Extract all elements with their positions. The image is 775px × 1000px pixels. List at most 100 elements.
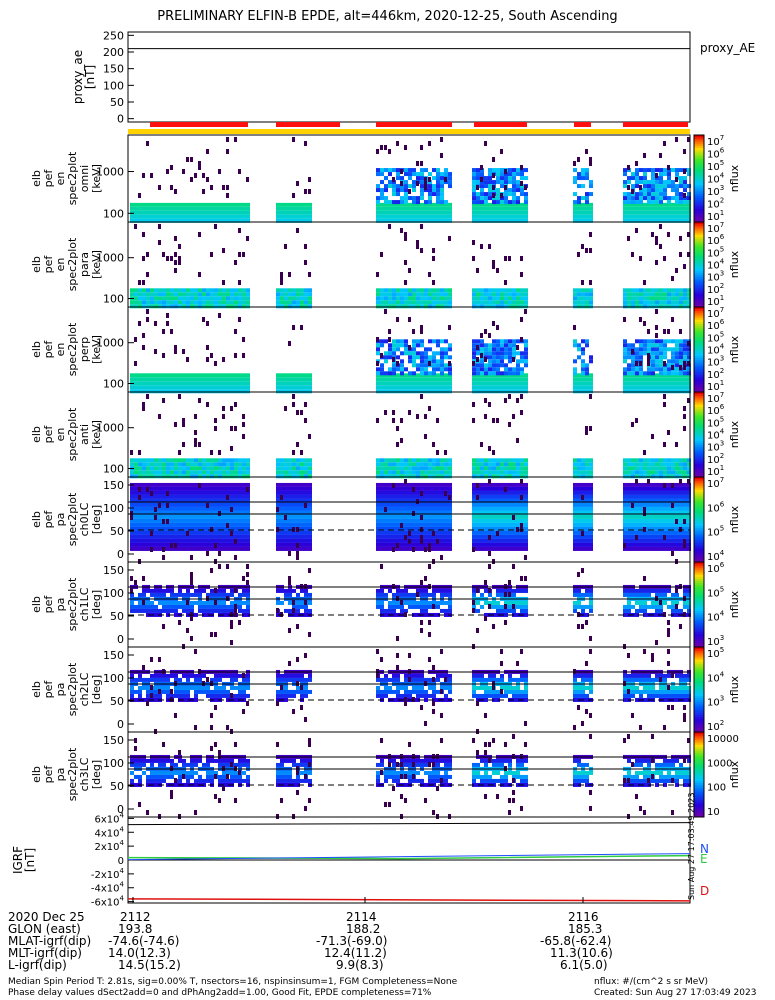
orbit-val-1-2: 185.3 bbox=[568, 922, 603, 936]
footer-created: Created: Sun Aug 27 17:03:49 2023 bbox=[594, 988, 757, 998]
panel-pa0-tick-label-2: 50 bbox=[110, 525, 124, 538]
panel-en4-ylabel: elbpefenspec2plotanti[keV] bbox=[30, 407, 103, 461]
panel-pa3-cbar-tick-3: 10 bbox=[707, 807, 720, 818]
orbit-val-0-2: 2116 bbox=[568, 910, 599, 924]
ae-tick-label-1: 200 bbox=[103, 46, 124, 59]
panel-en3-cbar-tick-1: 106 bbox=[707, 318, 725, 332]
panel-pa2 bbox=[130, 649, 691, 734]
red-bar-2 bbox=[376, 122, 452, 127]
panel-pa3-ylabel: elbpefpaspec2plotch3LC[deg] bbox=[30, 747, 103, 801]
panel-en2-tick-label-0: 1000 bbox=[96, 252, 124, 265]
orbit-label-3: MLT-igrf(dip) bbox=[8, 946, 82, 960]
panel-en2-cbar-tick-6: 101 bbox=[707, 294, 724, 308]
panel-en3-ylabel: elbpefenspec2plotperp[keV] bbox=[30, 322, 103, 376]
panel-pa2-tick-label-0: 150 bbox=[103, 649, 124, 662]
panel-en4-cbar-tick-3: 104 bbox=[707, 428, 725, 442]
orbit-label-1: GLON (east) bbox=[8, 922, 81, 936]
panel-pa3-cbar-tick-2: 100 bbox=[707, 783, 726, 794]
panel-en1-cbar-tick-6: 101 bbox=[707, 209, 724, 223]
panel-en4-cbar-tick-0: 107 bbox=[707, 391, 724, 405]
orbit-val-2-0: -74.6(-74.6) bbox=[108, 934, 180, 948]
panel-pa1-cbar-tick-0: 106 bbox=[707, 561, 725, 575]
ae-ylabel: proxy_ae[nT] bbox=[71, 50, 97, 104]
panel-en3-cbar-tick-4: 103 bbox=[707, 355, 724, 369]
panel-pa0-cbar-tick-0: 107 bbox=[707, 476, 724, 490]
orbit-val-2-1: -71.3(-69.0) bbox=[316, 934, 388, 948]
panel-pa1-tick-label-3: 0 bbox=[117, 633, 124, 646]
orbit-val-3-2: 11.3(10.6) bbox=[550, 946, 613, 960]
panel-pa3-tick-label-0: 150 bbox=[103, 734, 124, 747]
panel-en3-tick-label-0: 1000 bbox=[96, 337, 124, 350]
ae-tick-label-4: 50 bbox=[110, 96, 124, 109]
igrf-tick-label-1: 4x104 bbox=[95, 825, 125, 839]
panel-en4 bbox=[130, 394, 691, 479]
panel-pa0-colorbar bbox=[694, 477, 704, 563]
panel-en4-cbar-tick-5: 102 bbox=[707, 452, 724, 466]
ae-frame bbox=[127, 31, 691, 123]
panel-pa0-cbar-label: nflux bbox=[728, 505, 741, 533]
panel-en2-cbar-tick-3: 104 bbox=[707, 258, 725, 272]
panel-en1-tick-label-1: 100 bbox=[103, 207, 124, 220]
plot-title: PRELIMINARY ELFIN-B EPDE, alt=446km, 202… bbox=[157, 9, 618, 24]
panel-en4-tick-label-0: 1000 bbox=[96, 422, 124, 435]
panel-pa1-tick-label-1: 100 bbox=[103, 587, 124, 600]
panel-pa3-colorbar-frame bbox=[693, 731, 705, 818]
panel-en4-cbar-tick-6: 101 bbox=[707, 464, 724, 478]
panel-en1-cbar-tick-5: 102 bbox=[707, 197, 724, 211]
panel-pa2-cbar-tick-0: 105 bbox=[707, 646, 724, 660]
ae-legend: proxy_AE bbox=[700, 41, 755, 55]
red-bar-3 bbox=[474, 122, 527, 127]
igrf-legend-e: E bbox=[700, 852, 708, 866]
orbit-val-3-1: 12.4(11.2) bbox=[324, 946, 387, 960]
panel-pa1-tick-label-2: 50 bbox=[110, 610, 124, 623]
ae-tick-label-5: 0 bbox=[117, 113, 124, 126]
orbit-val-4-1: 9.9(8.3) bbox=[336, 958, 384, 972]
panel-en4-cbar-tick-2: 105 bbox=[707, 415, 724, 429]
panel-pa1-cbar-tick-1: 105 bbox=[707, 585, 724, 599]
panel-en1-tick-label-0: 1000 bbox=[96, 166, 124, 179]
panel-pa0-tick-label-3: 0 bbox=[117, 548, 124, 561]
panel-en1-cbar-tick-4: 103 bbox=[707, 184, 724, 198]
panel-en3-cbar-tick-6: 101 bbox=[707, 379, 724, 393]
footer-units: nflux: #/(cm^2 s sr MeV) bbox=[594, 977, 708, 987]
igrf-tick-label-5: -4x104 bbox=[91, 881, 125, 895]
panel-en3-cbar-label: nflux bbox=[728, 335, 741, 363]
panel-en4-cbar-tick-4: 103 bbox=[707, 440, 724, 454]
panel-pa0-ylabel: elbpefpaspec2plotch0LC[deg] bbox=[30, 492, 103, 546]
panel-en3-tick-label-1: 100 bbox=[103, 378, 124, 391]
igrf-n-line bbox=[127, 822, 691, 826]
orbit-label-2: MLAT-igrf(dip) bbox=[8, 934, 92, 948]
igrf-tick-label-3: 0 bbox=[118, 856, 124, 867]
panel-pa2-tick-label-2: 50 bbox=[110, 695, 124, 708]
panel-pa3-cbar-tick-1: 1000 bbox=[707, 758, 732, 769]
orbit-val-3-0: 14.0(12.3) bbox=[108, 946, 171, 960]
red-bar-5 bbox=[623, 122, 688, 127]
igrf-d-line bbox=[127, 898, 691, 902]
footer-line-2: Phase delay values dSect2add=0 and dPhAn… bbox=[8, 988, 432, 998]
panel-pa3-tick-label-3: 0 bbox=[117, 803, 124, 816]
panel-en2-cbar-tick-2: 105 bbox=[707, 245, 724, 259]
panel-en1-cbar-tick-0: 107 bbox=[707, 134, 724, 148]
panel-pa1-colorbar bbox=[694, 562, 704, 648]
orbit-label-4: L-igrf(dip) bbox=[8, 958, 67, 972]
panel-pa0-cbar-tick-1: 106 bbox=[707, 500, 725, 514]
panel-en3-cbar-tick-0: 107 bbox=[707, 306, 724, 320]
orbit-label-0: 2020 Dec 25 bbox=[8, 910, 85, 924]
panel-pa3-colorbar bbox=[694, 732, 704, 818]
panel-en4-tick-label-1: 100 bbox=[103, 463, 124, 476]
panel-pa0-cbar-tick-3: 104 bbox=[707, 549, 725, 563]
panel-en3-cbar-tick-3: 104 bbox=[707, 343, 725, 357]
panel-pa3-tick-label-1: 100 bbox=[103, 757, 124, 770]
panel-pa0-tick-label-0: 150 bbox=[103, 479, 124, 492]
red-bar-4 bbox=[574, 122, 591, 127]
panel-en2-cbar-label: nflux bbox=[728, 250, 741, 278]
panel-en4-colorbar bbox=[694, 392, 704, 478]
panel-en3-colorbar bbox=[694, 307, 704, 393]
orbit-val-1-0: 193.8 bbox=[118, 922, 153, 936]
panel-pa2-tick-label-3: 0 bbox=[117, 718, 124, 731]
panel-pa3-cbar-tick-0: 10000 bbox=[707, 734, 739, 745]
panel-pa1 bbox=[130, 564, 691, 649]
panel-en4-cbar-label: nflux bbox=[728, 420, 741, 448]
red-bar-0 bbox=[150, 122, 248, 127]
